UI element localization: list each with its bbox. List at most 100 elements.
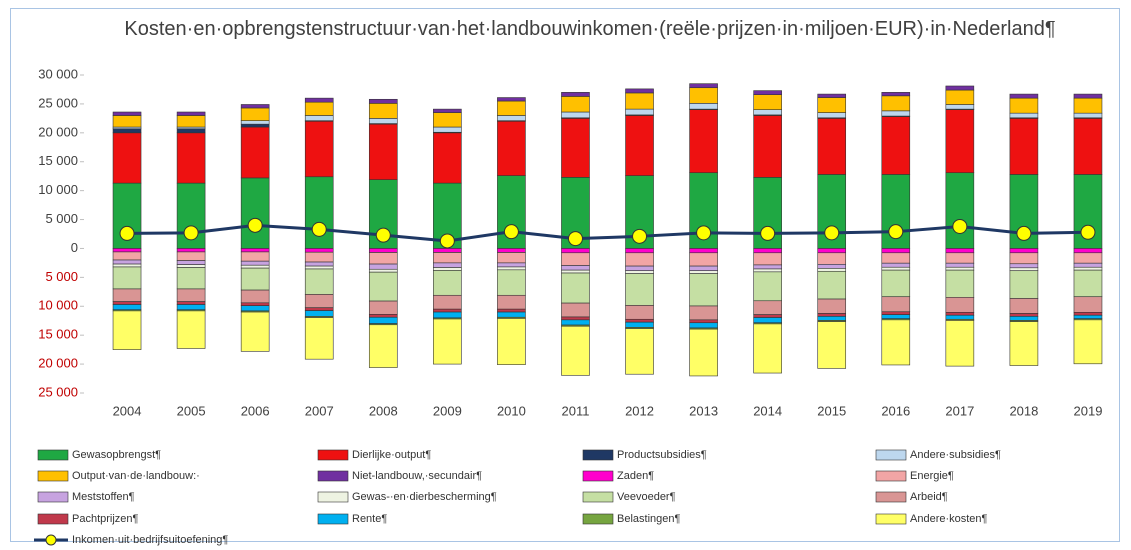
income-marker: [1016, 225, 1032, 241]
bar-segment: [625, 248, 654, 254]
legend-label: Arbeid¶: [910, 491, 948, 503]
bar-segment: [304, 97, 334, 103]
bar-segment: [753, 264, 782, 270]
y-tick-label: 30 000: [38, 66, 78, 81]
bar-segment: [176, 115, 206, 128]
legend-swatch: [875, 513, 907, 525]
bar-segment: [881, 262, 911, 268]
bar-segment: [304, 310, 334, 317]
bar-segment: [368, 123, 398, 180]
income-marker: [375, 227, 391, 243]
bar-segment: [497, 294, 526, 310]
bar-segment: [433, 308, 462, 313]
income-marker: [696, 225, 712, 241]
bar-segment: [561, 316, 590, 321]
bar-segment: [753, 252, 782, 266]
y-tick-label: 25 000: [38, 95, 78, 110]
bar-segment: [689, 83, 718, 89]
bar-segment: [304, 101, 334, 116]
bar-segment: [176, 111, 206, 116]
bar-segment: [1009, 118, 1039, 175]
bar-segment: [625, 305, 654, 320]
bar-segment: [112, 132, 142, 184]
bar-segment: [112, 304, 142, 311]
x-tick-label: 2007: [305, 403, 334, 418]
legend-label: Gewasopbrengst¶: [72, 449, 161, 461]
bar-segment: [753, 94, 782, 110]
bar-segment: [689, 103, 718, 110]
y-tick-label: 25 000: [38, 384, 78, 399]
legend-label: Belastingen¶: [617, 513, 680, 525]
bar-segment: [433, 270, 462, 296]
bar-segment: [1009, 267, 1039, 272]
y-tick-label: 0: [71, 240, 78, 255]
x-tick-label: 2019: [1074, 403, 1103, 418]
bar-segment: [176, 304, 206, 311]
bar-segment: [945, 104, 975, 110]
bar-segment: [497, 266, 526, 271]
bar-segment: [817, 93, 847, 98]
bar-segment: [368, 118, 398, 124]
legend-label: Andere·kosten¶: [910, 513, 988, 525]
income-marker: [567, 231, 583, 247]
bar-segment: [561, 319, 590, 326]
bar-segment: [1009, 252, 1039, 265]
legend-swatch: [317, 513, 349, 525]
bar-segment: [817, 97, 847, 113]
bar-segment: [817, 248, 847, 254]
income-marker: [760, 225, 776, 241]
x-tick-label: 2009: [433, 403, 462, 418]
bar-segment: [945, 252, 975, 264]
income-marker: [247, 217, 263, 233]
bar-segment: [368, 324, 398, 368]
income-marker: [824, 225, 840, 241]
bar-segment: [945, 85, 975, 91]
bar-segment: [433, 132, 462, 184]
bar-segment: [1009, 248, 1039, 254]
bar-segment: [1073, 269, 1103, 298]
bar-segment: [689, 265, 718, 272]
bar-segment: [945, 320, 975, 367]
bar-segment: [1009, 313, 1039, 317]
legend-swatch: [37, 513, 69, 525]
bar-segment: [304, 307, 334, 311]
bar-segment: [1073, 252, 1103, 264]
y-tick-label: 5 000: [45, 269, 78, 284]
bar-segment: [433, 318, 462, 365]
bar-segment: [112, 115, 142, 128]
bar-segment: [176, 310, 206, 349]
bar-segment: [753, 271, 782, 302]
bar-segment: [497, 252, 526, 264]
bar-segment: [881, 296, 911, 313]
bar-segment: [561, 248, 590, 254]
legend-swatch: [582, 470, 614, 482]
bar-segment: [1009, 263, 1039, 269]
x-tick-label: 2018: [1009, 403, 1038, 418]
bar-segment: [689, 87, 718, 104]
bar-segment: [1073, 93, 1103, 99]
legend-label: Meststoffen¶: [72, 491, 135, 503]
bar-segment: [304, 248, 334, 253]
bar-segment: [368, 316, 398, 324]
bar-segment: [881, 95, 911, 112]
bar-segment: [561, 111, 590, 119]
x-tick-label: 2016: [881, 403, 910, 418]
bar-segment: [112, 288, 142, 302]
legend-label: Pachtprijzen¶: [72, 513, 139, 525]
bar-segment: [368, 271, 398, 302]
x-tick-label: 2005: [177, 403, 206, 418]
bar-segment: [1073, 118, 1103, 175]
bar-segment: [945, 89, 975, 105]
bar-segment: [368, 300, 398, 315]
bar-segment: [689, 109, 718, 174]
legend-swatch: [582, 449, 614, 461]
bar-segment: [240, 107, 270, 121]
bar-segment: [1073, 97, 1103, 114]
bar-segment: [112, 248, 142, 253]
bar-segment: [1009, 298, 1039, 314]
bar-segment: [753, 115, 782, 178]
bar-segment: [112, 266, 142, 290]
bar-segment: [561, 96, 590, 113]
bar-segment: [497, 308, 526, 313]
income-marker: [952, 218, 968, 234]
